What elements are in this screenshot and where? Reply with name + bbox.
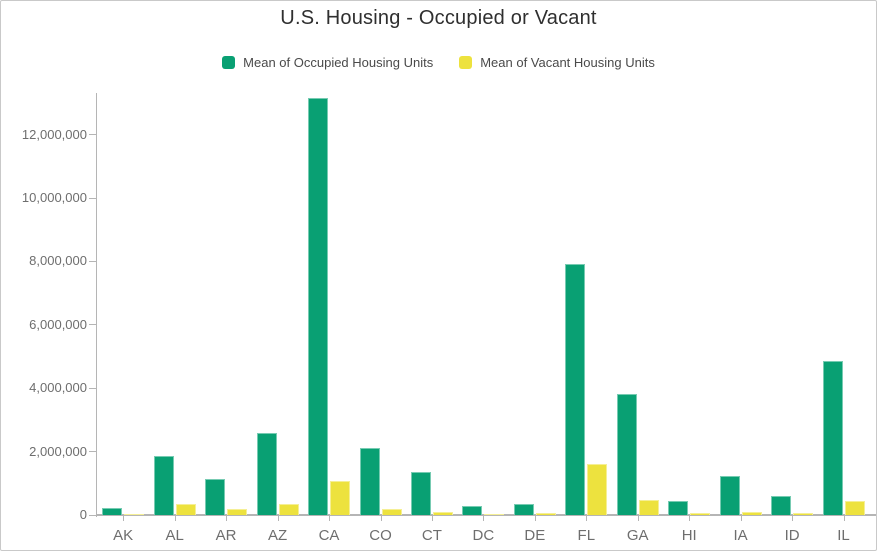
x-axis-tick xyxy=(637,516,639,521)
y-axis-tick-label: 4,000,000 xyxy=(29,380,87,396)
y-axis-tick-label: 10,000,000 xyxy=(21,190,87,205)
bar-occupied-AL[interactable] xyxy=(153,456,174,515)
bar-occupied-GA[interactable] xyxy=(616,394,637,515)
legend-item-vacant[interactable]: Mean of Vacant Housing Units xyxy=(459,55,655,70)
legend-label-vacant: Mean of Vacant Housing Units xyxy=(480,55,655,70)
x-axis-tick xyxy=(586,516,588,521)
chart-title: U.S. Housing - Occupied or Vacant xyxy=(280,7,597,29)
y-axis-tick xyxy=(89,260,96,262)
bar-vacant-AZ[interactable] xyxy=(278,504,299,515)
y-axis-tick-label: 12,000,000 xyxy=(21,126,87,142)
x-axis-label-HI: HI xyxy=(681,527,697,544)
x-axis-tick xyxy=(226,516,228,521)
bar-vacant-IL[interactable] xyxy=(844,501,865,515)
bar-occupied-CA[interactable] xyxy=(308,98,328,515)
bar-vacant-HI[interactable] xyxy=(690,513,711,515)
bar-occupied-DE[interactable] xyxy=(513,504,534,515)
x-axis-label-AZ: AZ xyxy=(268,527,288,544)
bar-vacant-IA[interactable] xyxy=(741,512,762,515)
bar-occupied-IL[interactable] xyxy=(822,361,843,515)
x-axis-tick xyxy=(843,516,845,521)
bar-occupied-AZ[interactable] xyxy=(256,433,277,515)
x-axis-tick xyxy=(534,516,536,521)
y-axis-tick-label: 6,000,000 xyxy=(29,316,87,332)
bar-occupied-AK[interactable] xyxy=(102,508,123,515)
bar-vacant-CA[interactable] xyxy=(330,481,350,515)
x-axis-tick xyxy=(792,516,794,521)
occupied-series-swatch-icon xyxy=(222,56,236,69)
x-axis-tick xyxy=(174,516,176,521)
bar-occupied-CO[interactable] xyxy=(359,448,380,515)
x-axis-label-IL: IL xyxy=(837,527,850,544)
y-axis-tick xyxy=(89,514,96,516)
bar-vacant-ID[interactable] xyxy=(793,513,814,515)
y-axis-tick xyxy=(89,451,96,453)
bar-occupied-ID[interactable] xyxy=(771,496,792,515)
x-axis-label-GA: GA xyxy=(626,527,649,544)
x-axis-tick xyxy=(329,516,330,521)
x-axis-tick xyxy=(380,516,382,521)
bar-vacant-DC[interactable] xyxy=(484,514,505,515)
legend-item-occupied[interactable]: Mean of Occupied Housing Units xyxy=(222,55,433,70)
x-axis-label-CA: CA xyxy=(318,527,340,544)
x-axis-label-DC: DC xyxy=(472,527,495,544)
y-axis-tick xyxy=(89,324,96,326)
bar-vacant-FL[interactable] xyxy=(587,464,608,515)
y-axis-tick xyxy=(89,387,96,389)
x-axis-line xyxy=(96,514,876,516)
y-axis-tick-label: 8,000,000 xyxy=(29,253,87,269)
bar-occupied-FL[interactable] xyxy=(565,264,586,515)
bar-vacant-DE[interactable] xyxy=(535,513,556,515)
bar-occupied-CT[interactable] xyxy=(410,472,431,515)
x-axis-tick xyxy=(689,516,691,521)
bar-vacant-AR[interactable] xyxy=(227,509,248,515)
x-axis-label-CO: CO xyxy=(369,527,392,544)
legend-label-occupied: Mean of Occupied Housing Units xyxy=(243,55,434,70)
x-axis-tick xyxy=(123,516,125,521)
y-axis-tick xyxy=(89,197,96,199)
y-axis-tick xyxy=(89,134,96,136)
bar-vacant-GA[interactable] xyxy=(638,500,659,515)
legend: Mean of Occupied Housing Units Mean of V… xyxy=(1,55,876,70)
bar-vacant-AL[interactable] xyxy=(175,504,196,515)
bar-occupied-HI[interactable] xyxy=(668,501,689,515)
x-axis-label-ID: ID xyxy=(784,527,800,544)
x-axis-label-AR: AR xyxy=(215,527,237,544)
bar-vacant-CT[interactable] xyxy=(432,512,453,515)
y-axis-tick-label: 0 xyxy=(79,507,87,522)
x-axis-label-AK: AK xyxy=(113,527,134,544)
x-axis-tick xyxy=(431,516,433,521)
bar-vacant-CO[interactable] xyxy=(381,509,402,515)
bar-occupied-IA[interactable] xyxy=(719,476,740,515)
y-axis-tick-label: 2,000,000 xyxy=(29,443,87,459)
x-axis-label-DE: DE xyxy=(524,527,546,544)
x-axis-tick xyxy=(740,516,742,521)
x-axis-label-AL: AL xyxy=(165,527,184,544)
bar-occupied-AR[interactable] xyxy=(205,479,226,515)
bar-vacant-AK[interactable] xyxy=(124,514,145,515)
x-axis-label-FL: FL xyxy=(577,527,596,544)
bar-occupied-DC[interactable] xyxy=(462,506,483,515)
y-axis-line xyxy=(96,93,97,517)
x-axis-label-CT: CT xyxy=(421,527,442,544)
x-axis-label-IA: IA xyxy=(733,527,748,544)
x-axis-tick xyxy=(277,516,279,521)
vacant-series-swatch-icon xyxy=(459,56,473,69)
x-axis-tick xyxy=(483,516,485,521)
